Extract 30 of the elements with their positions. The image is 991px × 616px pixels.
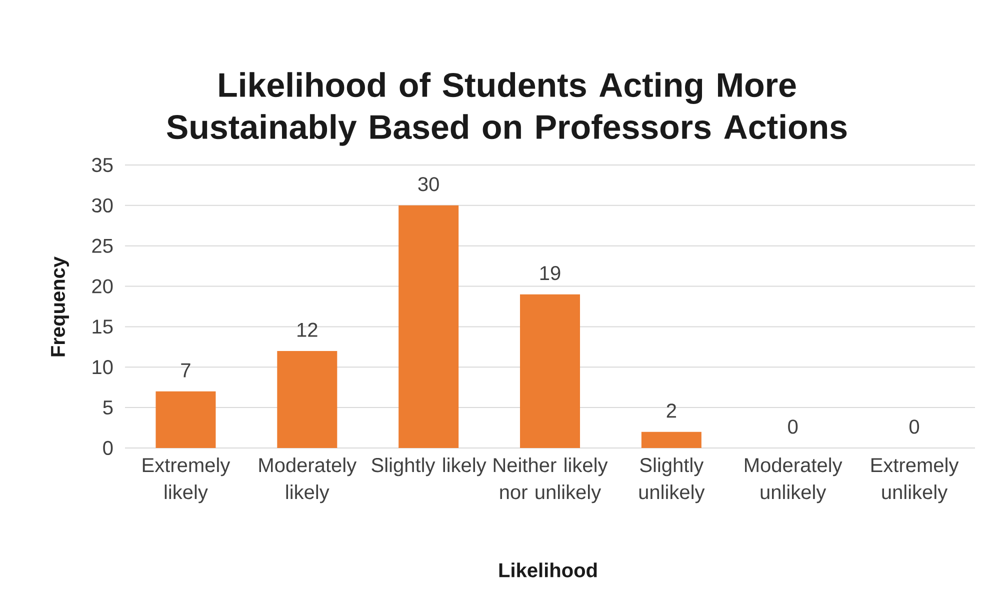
y-tick-label: 15 (92, 320, 113, 334)
x-tick-label: Neither likely nor unlikely (494, 458, 608, 504)
bar (641, 432, 702, 448)
y-tick-label: 5 (103, 400, 113, 415)
bar (520, 294, 580, 448)
y-tick-label: 20 (92, 279, 113, 294)
data-label: 19 (540, 266, 560, 280)
data-label: 30 (418, 177, 439, 192)
y-tick-label: 35 (92, 158, 113, 172)
data-label: 12 (298, 322, 318, 337)
x-tick-label: Moderately likely (259, 458, 357, 504)
y-tick-label: 0 (103, 440, 113, 456)
y-tick-label: 25 (92, 238, 113, 253)
x-tick-label: Extremely likely (142, 458, 230, 504)
y-tick-label: 30 (92, 198, 113, 212)
data-label: 0 (910, 420, 920, 434)
data-label: 0 (788, 420, 798, 434)
x-tick-label: Slightly likely (372, 458, 486, 476)
y-axis-title: Frequency (51, 256, 69, 356)
data-label: 2 (666, 404, 676, 418)
bar (398, 205, 459, 448)
bar (277, 350, 338, 448)
data-label: 7 (181, 363, 190, 378)
chart-title: Likelihood of Students Acting More Sustainably Based on Professors Actions (166, 72, 847, 146)
x-tick-label: Moderately unlikely (745, 458, 842, 504)
y-tick-label: 10 (92, 360, 113, 374)
x-tick-label: Slightly unlikely (639, 458, 705, 504)
bar (156, 391, 216, 448)
x-tick-label: Extremely unlikely (871, 458, 959, 504)
x-axis-title: Likelihood (499, 562, 597, 578)
